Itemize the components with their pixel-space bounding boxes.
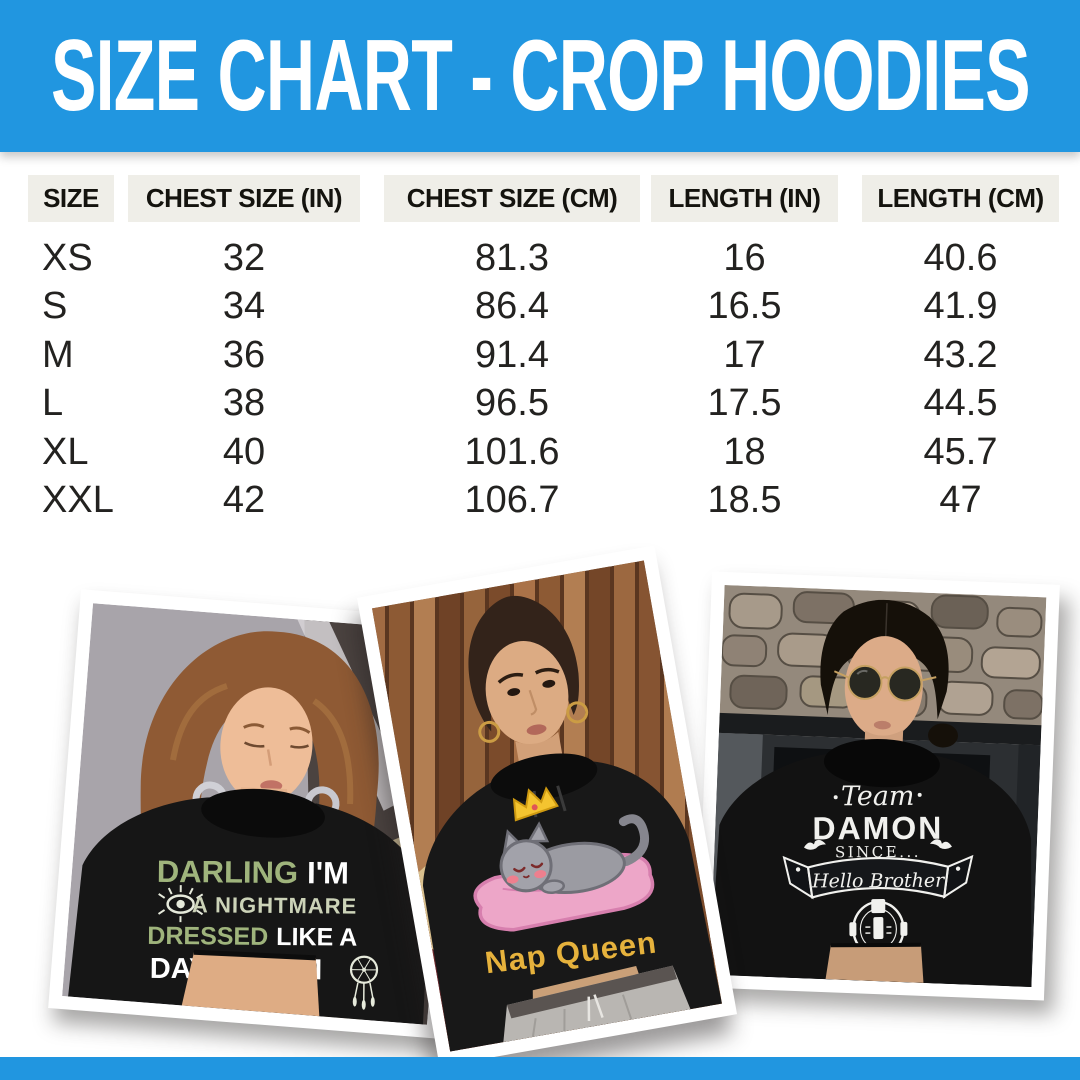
- measurement-cell: 36: [222, 333, 266, 376]
- design-line-nightmare: A NIGHTMARE: [192, 892, 358, 918]
- size-table: SIZE CHEST SIZE (IN) CHEST SIZE (CM) LEN…: [0, 152, 1080, 525]
- measurement-cell: 17: [723, 333, 766, 376]
- nap-queen-photo-illustration: Nap Queen: [372, 560, 722, 1052]
- header-banner: SIZE CHART - CROP HOODIES: [0, 0, 1080, 152]
- column-header-size: SIZE: [28, 175, 114, 222]
- size-label-cell: XL: [42, 430, 89, 473]
- table-row: M 36 91.4 17 43.2: [28, 331, 1080, 380]
- hoodie-hem: [193, 949, 317, 961]
- gold-hoop-earring-left: [478, 720, 501, 743]
- crown-icon: [512, 786, 559, 822]
- page-title: SIZE CHART - CROP HOODIES: [50, 19, 1031, 132]
- hoodie-design: Nap Queen: [473, 786, 659, 980]
- measurement-cell: 44.5: [923, 382, 998, 425]
- measurement-cell: 18: [723, 430, 766, 473]
- dreamcatcher-icon: [349, 955, 379, 1010]
- measurement-cell: 86.4: [475, 285, 549, 328]
- measurement-cell: 16.5: [707, 285, 782, 328]
- measurement-cell: 42: [222, 479, 266, 522]
- measurement-cell: 40.6: [923, 236, 998, 279]
- size-table-body: XS 32 81.3 16 40.6 S 34 86.4 16.5 41.9 M 36 91.4 17 43…: [28, 234, 1080, 525]
- gray-sweatpants: [503, 965, 691, 1043]
- measurement-cell: 41.9: [923, 285, 998, 328]
- column-header-chest-cm: CHEST SIZE (CM): [384, 175, 640, 222]
- measurement-cell: 34: [222, 285, 266, 328]
- column-header-length-cm: LENGTH (CM): [862, 175, 1059, 222]
- size-table-header: SIZE CHEST SIZE (IN) CHEST SIZE (CM) LEN…: [28, 175, 1080, 222]
- hoodie-hem: [830, 942, 921, 948]
- team-damon-photo-illustration: Team DAMON SINCE... Hello Brother: [709, 584, 1047, 988]
- table-row: S 34 86.4 16.5 41.9: [28, 283, 1080, 332]
- size-label-cell: L: [42, 382, 64, 425]
- measurement-cell: 101.6: [464, 430, 560, 473]
- design-word-like-a: LIKE A: [276, 923, 357, 952]
- measurement-cell: 16: [723, 236, 766, 279]
- model-hair: [820, 599, 958, 748]
- model-photo-nap-queen: Nap Queen: [356, 545, 738, 1067]
- measurement-cell: 32: [222, 236, 266, 279]
- measurement-cell: 40: [222, 430, 266, 473]
- sleeping-cat-icon: [499, 814, 650, 895]
- size-label-cell: S: [42, 285, 68, 328]
- bird-icon-left: [803, 839, 826, 850]
- design-banner-hello-brother: Hello Brother: [811, 870, 946, 893]
- design-word-since: SINCE...: [835, 843, 921, 861]
- measurement-cell: 81.3: [475, 236, 549, 279]
- measurement-cell: 18.5: [707, 479, 782, 522]
- size-label-cell: XXL: [42, 479, 114, 522]
- table-row: XXL 42 106.7 18.5 47: [28, 477, 1080, 526]
- banner-ribbon: Hello Brother: [782, 854, 974, 900]
- measurement-cell: 38: [222, 382, 266, 425]
- model-midriff: [181, 952, 320, 1017]
- model-photo-team-damon: Team DAMON SINCE... Hello Brother: [696, 571, 1060, 1001]
- size-label-cell: M: [42, 333, 74, 376]
- design-word-dressed: DRESSED: [147, 922, 268, 951]
- hoodie-design: Team DAMON SINCE... Hello Brother: [782, 781, 974, 959]
- measurement-cell: 96.5: [475, 382, 549, 425]
- table-row: XS 32 81.3 16 40.6: [28, 234, 1080, 283]
- measurement-cell: 91.4: [475, 333, 549, 376]
- measurement-cell: 43.2: [923, 333, 998, 376]
- measurement-cell: 47: [939, 479, 982, 522]
- column-header-chest-in: CHEST SIZE (IN): [128, 175, 360, 222]
- size-label-cell: XS: [42, 236, 93, 279]
- bird-icon-right: [929, 839, 952, 849]
- bottom-accent-bar: [0, 1057, 1080, 1080]
- design-word-damon: DAMON: [812, 810, 943, 847]
- design-word-team: Team: [841, 781, 915, 812]
- model-midriff: [825, 944, 924, 983]
- eye-icon: [157, 885, 204, 923]
- measurement-cell: 17.5: [707, 382, 782, 425]
- design-word-im: I'M: [307, 855, 349, 890]
- table-row: XL 40 101.6 18 45.7: [28, 428, 1080, 477]
- design-word-darling: DARLING: [157, 854, 299, 890]
- column-header-length-in: LENGTH (IN): [651, 175, 838, 222]
- table-row: L 38 96.5 17.5 44.5: [28, 380, 1080, 429]
- measurement-cell: 45.7: [923, 430, 998, 473]
- sunglasses-icon: [833, 664, 937, 702]
- gold-hoop-earring-right: [566, 701, 589, 724]
- measurement-cell: 106.7: [464, 479, 560, 522]
- black-crop-hoodie: [68, 788, 429, 1025]
